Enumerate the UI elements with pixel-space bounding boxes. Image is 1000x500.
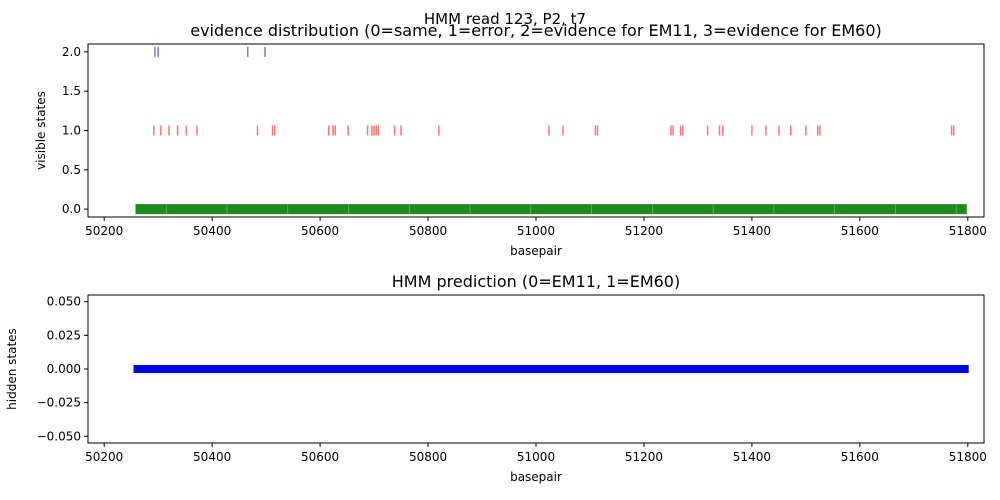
evidence-subplot: evidence distribution (0=same, 1=error, …: [34, 21, 987, 258]
prediction-x-tick-label: 51800: [949, 450, 987, 464]
prediction-y-tick-label: 0.025: [47, 328, 81, 342]
prediction-y-ticks: −0.050 −0.025 0.000 0.025 0.050: [37, 295, 88, 443]
figure-suptitle: HMM read 123, P2, t7: [424, 10, 586, 28]
prediction-y-tick-label: 0.050: [47, 295, 81, 309]
evidence-y-tick-label: 1.5: [62, 84, 81, 98]
evidence-y-tick-label: 0.5: [62, 163, 81, 177]
prediction-x-tick-label: 50200: [85, 450, 123, 464]
evidence-x-axis-label: basepair: [510, 244, 562, 258]
evidence-x-tick-label: 51600: [841, 224, 879, 238]
prediction-y-tick-label: −0.025: [37, 396, 81, 410]
evidence-axes-frame: [87, 43, 985, 218]
evidence-x-tick-label: 51000: [517, 224, 555, 238]
prediction-x-tick-label: 50800: [409, 450, 447, 464]
evidence-x-tick-label: 51800: [949, 224, 987, 238]
evidence-marks: [135, 46, 967, 215]
prediction-y-tick-label: 0.000: [47, 362, 81, 376]
prediction-x-ticks: 50200 50400 50600 50800 51000 51200 51400 51600…: [85, 443, 987, 464]
prediction-y-axis-label: hidden states: [5, 328, 19, 410]
evidence-y-tick-label: 0.0: [62, 202, 81, 216]
evidence-x-tick-label: 51200: [625, 224, 663, 238]
prediction-x-tick-label: 51200: [625, 450, 663, 464]
evidence-x-tick-label: 51400: [733, 224, 771, 238]
prediction-subplot: HMM prediction (0=EM11, 1=EM60) 50200 504…: [5, 272, 987, 484]
prediction-x-tick-label: 51600: [841, 450, 879, 464]
evidence-subplot-title: evidence distribution (0=same, 1=error, …: [190, 21, 882, 40]
prediction-x-tick-label: 50600: [301, 450, 339, 464]
prediction-x-tick-label: 51000: [517, 450, 555, 464]
evidence-x-tick-label: 50200: [85, 224, 123, 238]
prediction-state-0-band: [133, 365, 969, 373]
prediction-x-tick-label: 51400: [733, 450, 771, 464]
prediction-x-tick-label: 50400: [193, 450, 231, 464]
evidence-x-tick-label: 50800: [409, 224, 447, 238]
evidence-x-tick-label: 50600: [301, 224, 339, 238]
prediction-x-axis-label: basepair: [510, 470, 562, 484]
evidence-state-0-band: [135, 204, 967, 215]
evidence-y-axis-label: visible states: [34, 91, 48, 170]
prediction-y-tick-label: −0.050: [37, 429, 81, 443]
prediction-subplot-title: HMM prediction (0=EM11, 1=EM60): [392, 272, 680, 291]
prediction-marks: [133, 365, 969, 373]
evidence-y-ticks: 0.0 0.5 1.0 1.5 2.0: [62, 45, 88, 216]
evidence-y-tick-label: 2.0: [62, 45, 81, 59]
evidence-y-tick-label: 1.0: [62, 124, 81, 138]
evidence-x-ticks: 50200 50400 50600 50800 51000 51200 51400 51600…: [85, 217, 987, 238]
evidence-x-tick-label: 50400: [193, 224, 231, 238]
